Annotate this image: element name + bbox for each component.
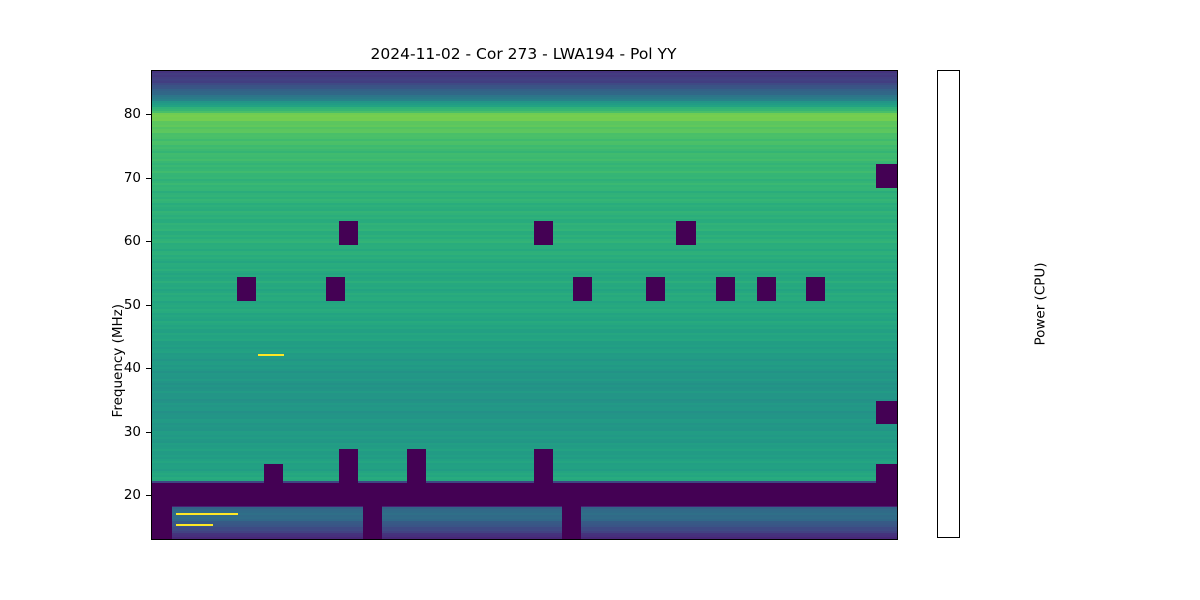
masked-block xyxy=(806,277,826,301)
masked-block xyxy=(875,464,897,484)
chart-title: 2024-11-02 - Cor 273 - LWA194 - Pol YY xyxy=(370,45,677,63)
y-tick-label: 60 xyxy=(123,233,141,250)
masked-block xyxy=(406,449,426,484)
masked-block xyxy=(875,400,897,425)
masked-block xyxy=(339,220,359,245)
masked-block xyxy=(875,163,897,188)
y-tick-label: 20 xyxy=(123,486,141,503)
y-tick-mark xyxy=(146,431,151,433)
masked-block xyxy=(676,220,697,245)
y-tick-label: 40 xyxy=(123,360,141,376)
masked-block xyxy=(362,506,382,539)
y-tick-mark xyxy=(146,177,151,179)
masked-block xyxy=(572,277,592,301)
y-tick-mark xyxy=(146,114,151,116)
masked-block xyxy=(237,277,257,301)
masked-block xyxy=(561,506,581,539)
masked-block xyxy=(533,449,553,484)
colorbar-label: Power (CPU) xyxy=(1032,262,1049,346)
rfi-streak xyxy=(175,513,239,516)
masked-block xyxy=(645,277,665,301)
y-tick-label: 30 xyxy=(123,423,141,440)
y-tick-label: 70 xyxy=(123,169,141,186)
colorbar[interactable]: Power (CPU) xyxy=(937,70,1049,538)
y-tick-label: 80 xyxy=(123,106,141,123)
y-tick-mark xyxy=(146,494,151,496)
y-tick-mark xyxy=(146,241,151,243)
masked-block xyxy=(325,277,345,301)
masked-block xyxy=(339,449,359,484)
masked-block xyxy=(152,506,173,539)
spectrogram-axes[interactable] xyxy=(151,70,898,540)
masked-block xyxy=(152,483,897,506)
rfi-streak xyxy=(175,524,213,526)
x-axis xyxy=(151,539,896,600)
rfi-streak xyxy=(257,354,285,357)
masked-block xyxy=(716,277,736,301)
y-tick-mark xyxy=(146,368,151,370)
y-axis: Frequency (MHz) 20 30 40 50 60 70 80 xyxy=(0,0,151,600)
masked-block xyxy=(533,220,553,245)
spectrogram-image xyxy=(152,71,897,539)
y-tick-label: 50 xyxy=(123,296,141,313)
y-tick-mark xyxy=(146,304,151,306)
colorbar-gradient xyxy=(937,70,960,538)
masked-block xyxy=(756,277,776,301)
masked-block xyxy=(264,464,284,484)
